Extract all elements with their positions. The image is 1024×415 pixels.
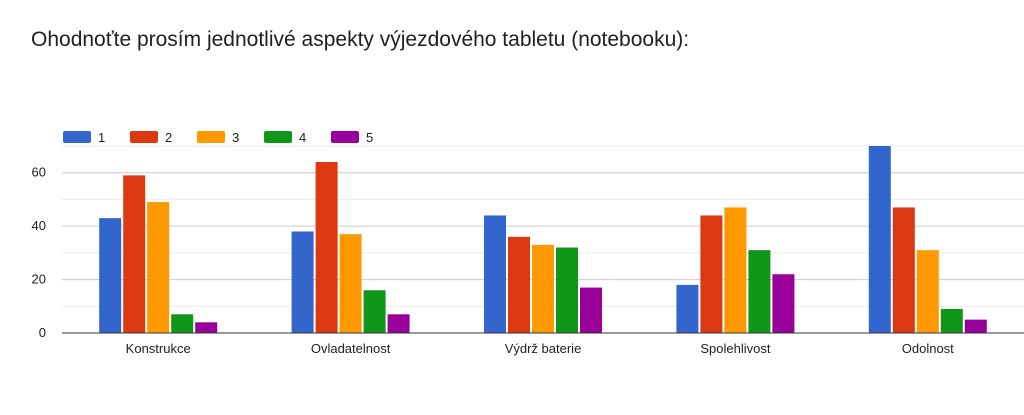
x-category-label: Odolnost (902, 341, 954, 356)
bar-ovladatelnost-series-3 (339, 234, 362, 333)
legend-label-5: 5 (366, 130, 373, 145)
x-category-label: Konstrukce (126, 341, 191, 356)
bar-konstrukce-series-5 (195, 322, 218, 333)
bar-konstrukce-series-3 (147, 202, 170, 333)
bar-výdrž-baterie-series-3 (532, 244, 554, 333)
y-tick-label: 40 (32, 218, 46, 233)
bar-ovladatelnost-series-2 (315, 162, 338, 333)
legend-swatch-5 (331, 131, 359, 143)
bar-ovladatelnost-series-1 (291, 231, 314, 333)
bar-odolnost-series-3 (916, 250, 939, 333)
y-tick-label: 60 (32, 165, 46, 180)
bar-konstrukce-series-2 (123, 175, 146, 333)
bar-ovladatelnost-series-4 (363, 290, 386, 333)
bar-konstrukce-series-1 (99, 218, 122, 333)
bar-výdrž-baterie-series-4 (556, 247, 578, 333)
bar-odolnost-series-4 (940, 308, 963, 333)
x-category-label: Ovladatelnost (311, 341, 391, 356)
bar-výdrž-baterie-series-1 (484, 215, 506, 333)
bar-odolnost-series-2 (892, 207, 915, 333)
legend-label-1: 1 (98, 130, 105, 145)
bar-spolehlivost-series-2 (700, 215, 723, 333)
bar-výdrž-baterie-series-5 (580, 287, 602, 333)
legend-swatch-1 (63, 131, 91, 143)
legend-label-4: 4 (299, 130, 306, 145)
bar-ovladatelnost-series-5 (387, 314, 410, 333)
bar-spolehlivost-series-1 (676, 284, 699, 333)
x-category-label: Spolehlivost (700, 341, 770, 356)
legend-label-2: 2 (165, 130, 172, 145)
legend-swatch-2 (130, 131, 158, 143)
legend-swatch-4 (264, 131, 292, 143)
y-tick-label: 20 (32, 272, 46, 287)
chart-title: Ohodnoťte prosím jednotlivé aspekty výje… (31, 28, 690, 51)
x-category-label: Výdrž baterie (505, 341, 582, 356)
y-tick-label: 0 (39, 325, 46, 340)
bar-spolehlivost-series-5 (772, 274, 795, 333)
legend-label-3: 3 (232, 130, 239, 145)
bar-spolehlivost-series-4 (748, 250, 771, 333)
bar-odolnost-series-5 (964, 319, 987, 333)
bar-konstrukce-series-4 (171, 314, 194, 333)
bar-výdrž-baterie-series-2 (508, 236, 530, 333)
bar-spolehlivost-series-3 (724, 207, 747, 333)
legend-swatch-3 (197, 131, 225, 143)
bar-odolnost-series-1 (868, 146, 891, 333)
